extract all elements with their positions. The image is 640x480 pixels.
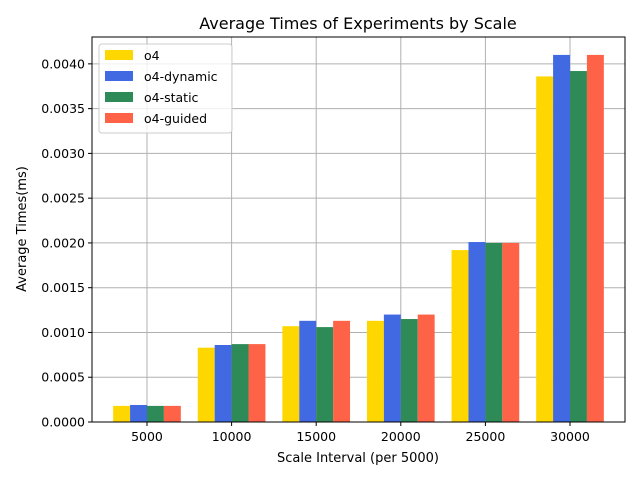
y-tick-label: 0.0005 [41, 370, 85, 385]
axis-ticks: 0.0000 0.0005 0.0010 0.0015 0.0020 0.0025 0.00… [41, 56, 590, 444]
y-tick-label: 0.0015 [41, 280, 85, 295]
bar-o4-static-20000 [400, 319, 418, 422]
y-tick-label: 0.0030 [41, 146, 85, 161]
y-tick-label: 0.0040 [41, 56, 85, 71]
bar-o4-10000 [197, 347, 215, 422]
legend-swatch [105, 92, 133, 102]
y-tick-label: 0.0020 [41, 235, 85, 250]
bar-o4-static-5000 [146, 405, 164, 422]
bar-o4-dynamic-30000 [553, 54, 571, 422]
x-axis-label: Scale Interval (per 5000) [277, 451, 439, 466]
x-tick-label: 5000 [131, 429, 163, 444]
bar-o4-dynamic-15000 [299, 320, 317, 422]
bar-o4-25000 [451, 250, 469, 422]
legend-swatch [105, 50, 133, 60]
bar-o4-guided-25000 [502, 242, 520, 422]
y-tick-label: 0.0010 [41, 325, 85, 340]
bar-o4-15000 [282, 326, 300, 422]
bar-o4-guided-20000 [417, 314, 435, 422]
bar-o4-static-15000 [316, 327, 334, 422]
legend-swatch [105, 113, 133, 123]
bar-o4-guided-5000 [163, 405, 181, 422]
bar-o4-dynamic-20000 [383, 314, 401, 422]
y-tick-label: 0.0035 [41, 101, 85, 116]
legend-box [98, 43, 233, 134]
bar-o4-guided-30000 [586, 54, 604, 422]
legend-label: o4-guided [144, 111, 207, 126]
bar-o4-dynamic-10000 [214, 345, 232, 422]
chart-title: Average Times of Experiments by Scale [199, 14, 517, 33]
bar-o4-guided-10000 [248, 344, 266, 422]
y-tick-label: 0.0000 [41, 415, 85, 430]
bar-o4-static-25000 [485, 242, 503, 422]
x-tick-label: 25000 [466, 429, 506, 444]
legend: o4 o4-dynamic o4-static o4-guided [98, 43, 233, 134]
bar-o4-dynamic-5000 [130, 404, 147, 422]
legend-label: o4-dynamic [144, 69, 218, 84]
bars [113, 54, 604, 422]
legend-label: o4-static [144, 90, 199, 105]
bar-o4-5000 [113, 405, 131, 422]
x-tick-label: 20000 [381, 429, 421, 444]
bar-o4-30000 [536, 76, 554, 422]
bar-o4-dynamic-25000 [468, 242, 486, 422]
legend-swatch [105, 71, 133, 81]
bar-o4-20000 [366, 320, 384, 422]
y-tick-label: 0.0025 [41, 191, 85, 206]
x-tick-label: 10000 [212, 429, 252, 444]
x-tick-label: 30000 [550, 429, 590, 444]
x-tick-label: 15000 [296, 429, 336, 444]
bar-o4-static-30000 [570, 71, 587, 422]
plot-frame [91, 36, 626, 423]
legend-label: o4 [144, 48, 160, 63]
bar-o4-guided-15000 [333, 320, 351, 422]
y-axis-label: Average Times(ms) [15, 166, 30, 292]
bar-o4-static-10000 [231, 344, 249, 422]
